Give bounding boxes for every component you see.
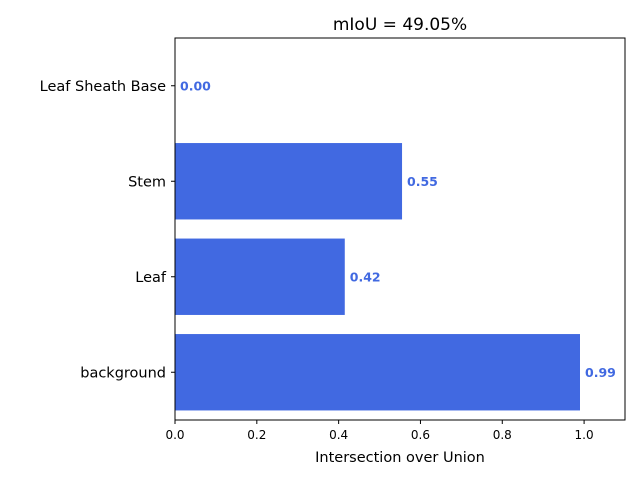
- plot-frame: [174, 37, 626, 421]
- x-tick-label: 0.6: [411, 428, 430, 442]
- y-tick-label: Leaf: [135, 270, 167, 286]
- x-axis-label: Intersection over Union: [315, 450, 485, 466]
- bar-stem: [175, 143, 403, 220]
- axes-layer: background Leaf Stem Leaf Sheath Base 0.0 0.2…: [40, 37, 626, 442]
- x-tick-label: 1.0: [575, 428, 594, 442]
- x-tick-label: 0.4: [329, 428, 348, 442]
- bar-value-label: 0.99: [585, 365, 616, 380]
- y-tick-label: Stem: [128, 174, 166, 190]
- bar-leaf: [175, 238, 345, 315]
- bar-value-label: 0.42: [350, 269, 381, 284]
- x-tick-label: 0.8: [493, 428, 512, 442]
- bar-background: [175, 334, 580, 411]
- x-tick-label: 0.0: [165, 428, 184, 442]
- y-tick-label: background: [80, 365, 166, 381]
- y-tick-label: Leaf Sheath Base: [40, 79, 166, 95]
- x-tick-label: 0.2: [247, 428, 266, 442]
- bar-value-label: 0.55: [407, 174, 438, 189]
- bar-value-label: 0.00: [180, 78, 211, 93]
- bars-layer: 0.99 0.42 0.55 0.00: [175, 78, 616, 411]
- chart-title: mIoU = 49.05%: [333, 15, 467, 35]
